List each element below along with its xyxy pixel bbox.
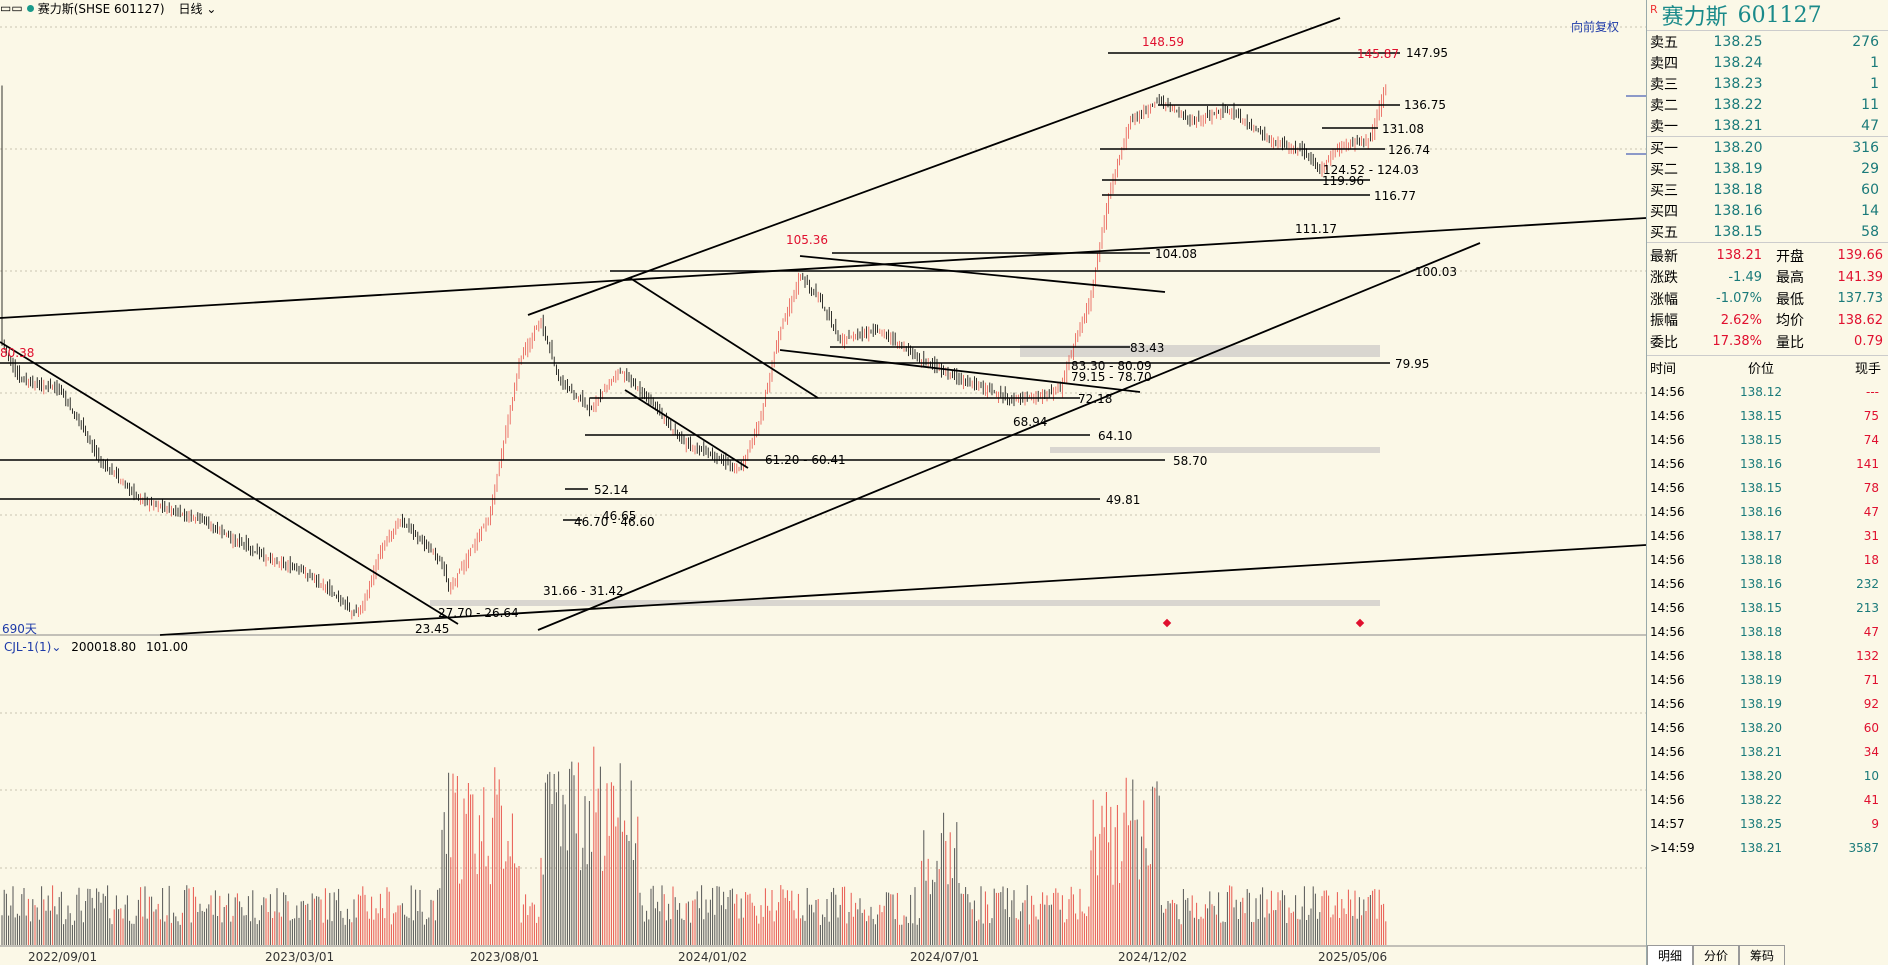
level-label: 68.94 <box>1013 415 1047 429</box>
quote-panel: R 赛力斯 601127 卖五 138.25 276 卖四 138.24 1 卖三 138.2… <box>1646 0 1888 965</box>
tick-row: 14:56 138.19 92 <box>1650 696 1879 711</box>
x-tick-label: 2022/09/01 <box>28 950 97 964</box>
tab-2[interactable]: 筹码 <box>1739 945 1785 965</box>
order-book: 卖五 138.25 276 卖四 138.24 1 卖三 138.23 1 卖二 138.22 11 卖… <box>1647 31 1888 242</box>
order-book-row: 卖三 138.23 1 <box>1650 75 1879 93</box>
level-label: 46.70 - 46.60 <box>574 515 655 529</box>
high-label: 145.87 <box>1357 47 1399 61</box>
tick-row: 14:56 138.18 132 <box>1650 648 1879 663</box>
level-label: 49.81 <box>1106 493 1140 507</box>
chevron-down-icon: ⌄ <box>51 640 62 654</box>
level-label: 58.70 <box>1173 454 1207 468</box>
tick-row: 14:56 138.15 74 <box>1650 432 1879 447</box>
tick-row: 14:57 138.25 9 <box>1650 816 1879 831</box>
level-label: 119.96 <box>1322 174 1364 188</box>
tick-row: 14:56 138.15 213 <box>1650 600 1879 615</box>
tick-row: 14:56 138.12 --- <box>1650 384 1879 399</box>
high-label: 148.59 <box>1142 35 1184 49</box>
level-label: 72.18 <box>1078 392 1112 406</box>
level-label: 147.95 <box>1406 46 1448 60</box>
event-marker <box>1355 618 1365 628</box>
chevron-down-icon: ⌄ <box>206 1 217 16</box>
tab-1[interactable]: 分价 <box>1693 945 1739 965</box>
order-book-row: 卖五 138.25 276 <box>1650 33 1879 51</box>
window-icon[interactable]: ▭▭ <box>0 1 23 15</box>
x-tick-label: 2023/03/01 <box>265 950 334 964</box>
kline-svg: 147.95 136.75 131.08 126.74 124.52 - 124… <box>0 17 1646 964</box>
order-book-row: 买五 138.15 58 <box>1650 223 1879 241</box>
tick-list[interactable]: 14:56 138.12 --- 14:56 138.15 75 14:56 138.15 74… <box>1647 380 1888 860</box>
tick-row: >14:59 138.21 3587 <box>1650 840 1879 855</box>
level-label: 46.65 <box>602 509 636 523</box>
level-label: 79.15 - 78.70 <box>1071 370 1152 384</box>
tick-row: 14:56 138.22 41 <box>1650 792 1879 807</box>
x-tick-label: 2024/12/02 <box>1118 950 1187 964</box>
quote-stats: 最新 138.21 开盘 139.66 涨跌 -1.49 最高 141.39 涨幅 -1.07% 最… <box>1647 242 1888 353</box>
tick-row: 14:56 138.18 18 <box>1650 552 1879 567</box>
level-label: 27.70 - 26.64 <box>438 606 519 620</box>
level-label: 52.14 <box>594 483 628 497</box>
stat-row: 振幅 2.62% 均价 138.62 <box>1650 312 1883 330</box>
tick-row: 14:56 138.20 60 <box>1650 720 1879 735</box>
level-label: 104.08 <box>1155 247 1197 261</box>
ticks-header: 时间 价位 现手 <box>1647 354 1888 380</box>
order-book-row: 卖二 138.22 11 <box>1650 96 1879 114</box>
order-book-row: 卖四 138.24 1 <box>1650 54 1879 72</box>
level-label: 83.43 <box>1130 341 1164 355</box>
stat-row: 涨跌 -1.49 最高 141.39 <box>1650 269 1883 287</box>
level-label: 111.17 <box>1295 222 1337 236</box>
stat-row: 委比 17.38% 量比 0.79 <box>1650 334 1883 351</box>
order-book-row: 买二 138.19 29 <box>1650 160 1879 178</box>
kline-chart-area[interactable]: ▭▭ 赛力斯(SHSE 601127) 日线 ⌄ 向前复权 <box>0 0 1646 965</box>
tick-row: 14:56 138.20 10 <box>1650 768 1879 783</box>
quote-title: R 赛力斯 601127 <box>1647 0 1888 31</box>
tick-row: 14:56 138.17 31 <box>1650 528 1879 543</box>
tick-row: 14:56 138.15 78 <box>1650 480 1879 495</box>
status-dot-icon <box>26 4 34 12</box>
level-label: 100.03 <box>1415 265 1457 279</box>
level-label: 124.52 - 124.03 <box>1323 163 1419 177</box>
days-label: 690天 <box>2 622 37 636</box>
x-tick-label: 2023/08/01 <box>470 950 539 964</box>
period-selector[interactable]: 日线 ⌄ <box>178 1 217 16</box>
tick-row: 14:56 138.16 47 <box>1650 504 1879 519</box>
stock-label: 赛力斯(SHSE 601127) <box>37 1 165 16</box>
x-tick-label: 2025/05/06 <box>1318 950 1387 964</box>
chart-header: ▭▭ 赛力斯(SHSE 601127) 日线 ⌄ <box>0 0 216 16</box>
level-label: 23.45 <box>415 622 449 636</box>
tick-row: 14:56 138.18 47 <box>1650 624 1879 639</box>
level-label: 83.30 - 80.09 <box>1071 359 1152 373</box>
level-label: 136.75 <box>1404 98 1446 112</box>
indicator-label[interactable]: CJL-1(1)⌄ 200018.80 101.00 <box>4 640 188 654</box>
tick-row: 14:56 138.21 34 <box>1650 744 1879 759</box>
level-label: 31.66 - 31.42 <box>543 584 624 598</box>
stat-row: 涨幅 -1.07% 最低 137.73 <box>1650 291 1883 308</box>
tick-row: 14:56 138.16 232 <box>1650 576 1879 591</box>
level-label: 126.74 <box>1388 143 1430 157</box>
x-tick-label: 2024/07/01 <box>910 950 979 964</box>
tick-row: 14:56 138.16 141 <box>1650 456 1879 471</box>
tick-row: 14:56 138.19 71 <box>1650 672 1879 687</box>
event-marker <box>1162 618 1172 628</box>
level-label: 79.95 <box>1395 357 1429 371</box>
tab-0[interactable]: 明细 <box>1647 945 1693 965</box>
level-label: 131.08 <box>1382 122 1424 136</box>
level-label: 116.77 <box>1374 189 1416 203</box>
order-book-row: 买三 138.18 60 <box>1650 181 1879 199</box>
level-label: 61.20 - 60.41 <box>765 453 846 467</box>
order-book-row: 卖一 138.21 47 <box>1650 117 1879 135</box>
stat-row: 最新 138.21 开盘 139.66 <box>1650 248 1883 265</box>
high-label: 80.38 <box>0 346 34 360</box>
tick-row: 14:56 138.15 75 <box>1650 408 1879 423</box>
high-label: 105.36 <box>786 233 828 247</box>
x-tick-label: 2024/01/02 <box>678 950 747 964</box>
level-label: 64.10 <box>1098 429 1132 443</box>
panel-tabs: 明细 分价 筹码 <box>1647 945 1785 965</box>
order-book-row: 买四 138.16 14 <box>1650 202 1879 220</box>
order-book-row: 买一 138.20 316 <box>1647 136 1888 158</box>
